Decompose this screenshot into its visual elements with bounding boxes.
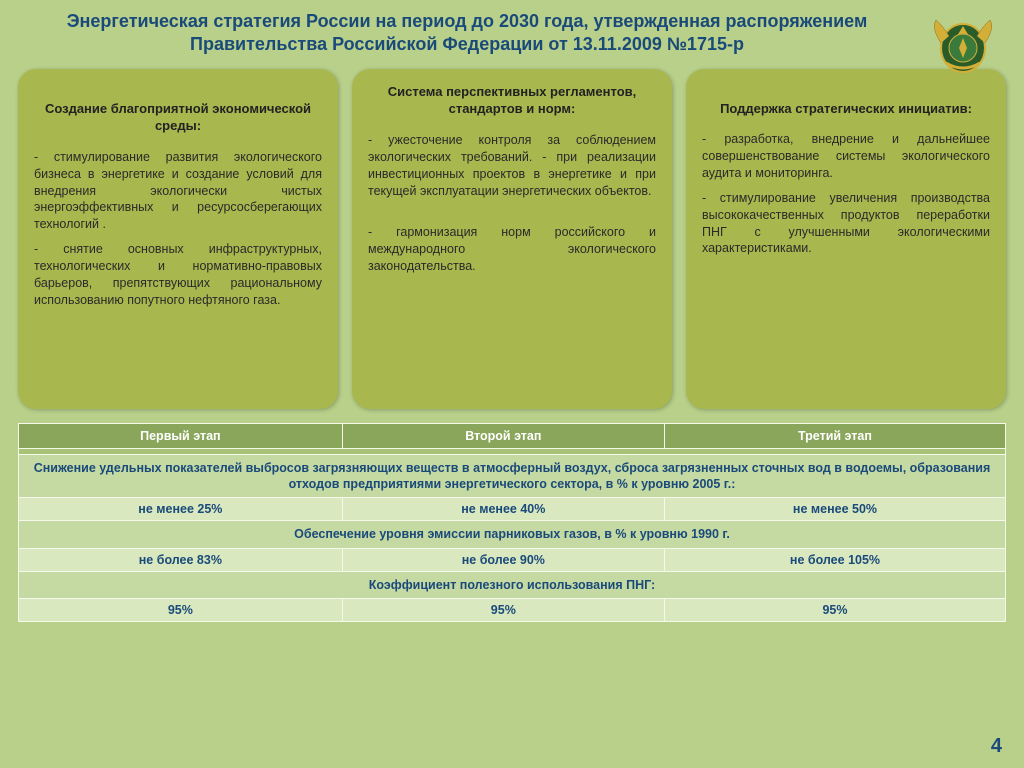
card-heading: Система перспективных регламентов, станд…	[368, 83, 656, 118]
cell: не более 83%	[19, 548, 343, 571]
cards-row: Создание благоприятной экономической сре…	[0, 69, 1024, 409]
card-text: - ужесточение контроля за соблюдением эк…	[368, 132, 656, 200]
card-text: - разработка, внедрение и дальнейшее сов…	[702, 131, 990, 182]
cell: не более 105%	[664, 548, 1005, 571]
table-row: Снижение удельных показателей выбросов з…	[19, 454, 1006, 498]
table-row: не более 83% не более 90% не более 105%	[19, 548, 1006, 571]
table-header: Второй этап	[342, 423, 664, 448]
card-economic: Создание благоприятной экономической сре…	[18, 69, 338, 409]
page-number: 4	[991, 735, 1002, 758]
slide-title: Энергетическая стратегия России на перио…	[0, 0, 1024, 65]
card-text: - снятие основных инфраструктурных, техн…	[34, 241, 322, 309]
card-regulations: Система перспективных регламентов, станд…	[352, 69, 672, 409]
card-initiatives: Поддержка стратегических инициатив: - ра…	[686, 69, 1006, 409]
cell: 95%	[19, 598, 343, 621]
card-text: - стимулирование развития экологического…	[34, 149, 322, 233]
table-row: не менее 25% не менее 40% не менее 50%	[19, 498, 1006, 521]
card-heading: Создание благоприятной экономической сре…	[34, 100, 322, 135]
table-row: Обеспечение уровня эмиссии парниковых га…	[19, 521, 1006, 548]
card-text: - гармонизация норм российского и междун…	[368, 224, 656, 275]
row-label: Обеспечение уровня эмиссии парниковых га…	[19, 521, 1006, 548]
stages-table: Первый этап Второй этап Третий этап Сниж…	[18, 423, 1006, 622]
emblem-logo	[921, 8, 1006, 83]
row-label: Снижение удельных показателей выбросов з…	[19, 454, 1006, 498]
table-row: Коэффициент полезного использования ПНГ:	[19, 571, 1006, 598]
card-heading: Поддержка стратегических инициатив:	[702, 100, 990, 118]
cell: 95%	[664, 598, 1005, 621]
cell: не более 90%	[342, 548, 664, 571]
table-header: Первый этап	[19, 423, 343, 448]
cell: не менее 25%	[19, 498, 343, 521]
row-label: Коэффициент полезного использования ПНГ:	[19, 571, 1006, 598]
cell: 95%	[342, 598, 664, 621]
table-header-row: Первый этап Второй этап Третий этап	[19, 423, 1006, 448]
table-row: 95% 95% 95%	[19, 598, 1006, 621]
title-text: Энергетическая стратегия России на перио…	[30, 10, 904, 57]
table-header: Третий этап	[664, 423, 1005, 448]
stages-table-wrap: Первый этап Второй этап Третий этап Сниж…	[0, 409, 1024, 622]
cell: не менее 40%	[342, 498, 664, 521]
card-text: - стимулирование увеличения производства…	[702, 190, 990, 258]
cell: не менее 50%	[664, 498, 1005, 521]
